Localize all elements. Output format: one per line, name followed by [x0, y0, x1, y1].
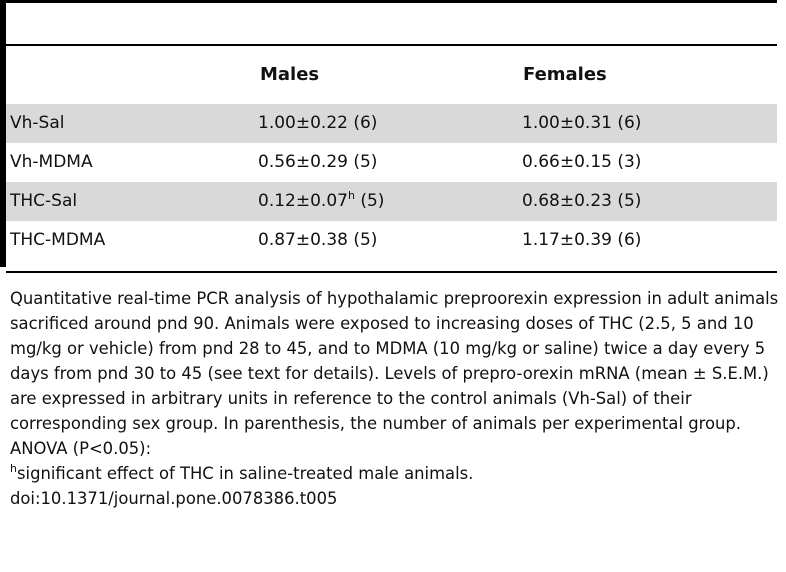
header-females: Females	[523, 64, 607, 85]
left-border	[0, 0, 6, 267]
males-cell: 0.87±0.38 (5)	[258, 230, 378, 250]
males-cell: 0.12±0.07h (5)	[258, 189, 385, 211]
table-row: Vh-Sal 1.00±0.22 (6) 1.00±0.31 (6)	[6, 104, 777, 143]
females-cell: 0.68±0.23 (5)	[522, 191, 642, 211]
footnote-marker: h	[347, 189, 355, 202]
footnote: hsignificant effect of THC in saline-tre…	[10, 461, 780, 486]
footnote-marker: h	[10, 462, 17, 475]
males-value: 0.12±0.07	[258, 191, 348, 211]
males-cell: 0.56±0.29 (5)	[258, 152, 378, 172]
table-caption: Quantitative real-time PCR analysis of h…	[10, 286, 780, 511]
table-row: THC-Sal 0.12±0.07h (5) 0.68±0.23 (5)	[6, 182, 777, 221]
footnote-text: significant effect of THC in saline-trea…	[16, 464, 474, 483]
caption-text: Quantitative real-time PCR analysis of h…	[10, 289, 779, 458]
males-count: (5)	[354, 191, 385, 211]
group-cell: Vh-MDMA	[10, 152, 93, 172]
header-top-rule	[6, 44, 777, 46]
group-cell: THC-Sal	[10, 191, 78, 211]
table-row: Vh-MDMA 0.56±0.29 (5) 0.66±0.15 (3)	[6, 143, 777, 182]
table-row: THC-MDMA 0.87±0.38 (5) 1.17±0.39 (6)	[6, 221, 777, 260]
females-cell: 0.66±0.15 (3)	[522, 152, 642, 172]
females-cell: 1.00±0.31 (6)	[522, 113, 642, 133]
table-header: Males Females	[6, 46, 777, 104]
males-cell: 1.00±0.22 (6)	[258, 113, 378, 133]
group-cell: Vh-Sal	[10, 113, 65, 133]
females-cell: 1.17±0.39 (6)	[522, 230, 642, 250]
table-top-rule	[6, 0, 777, 3]
table-bottom-rule	[6, 271, 777, 273]
header-males: Males	[260, 64, 320, 85]
group-cell: THC-MDMA	[10, 230, 106, 250]
doi: doi:10.1371/journal.pone.0078386.t005	[10, 489, 338, 508]
